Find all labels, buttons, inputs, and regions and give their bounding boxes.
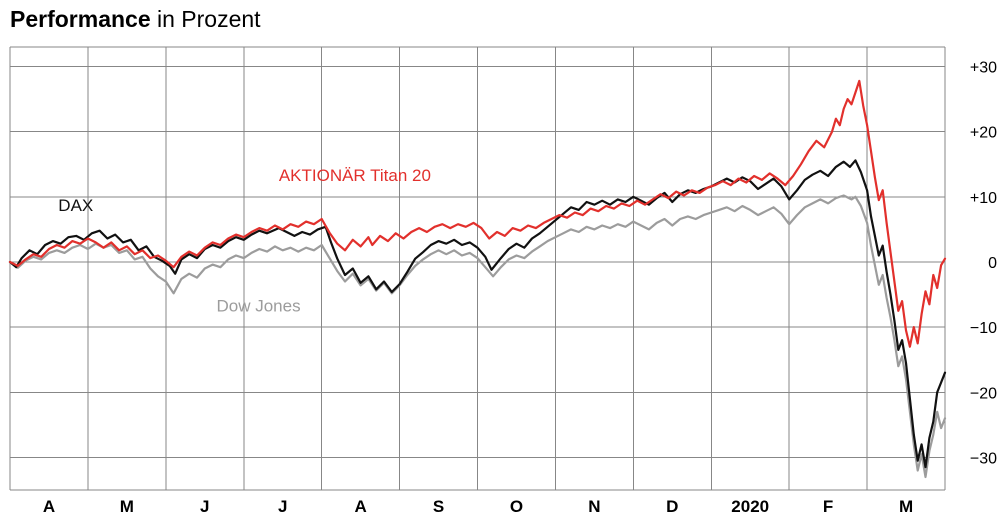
chart-title-bold: Performance xyxy=(10,6,151,32)
x-axis-label-j: J xyxy=(278,497,287,516)
series-line-dax xyxy=(8,159,947,469)
y-axis-label: +20 xyxy=(970,125,997,142)
x-axis-label-j: J xyxy=(200,497,209,516)
series-line-aktionaer-titan-20 xyxy=(8,79,947,348)
x-axis-label-a: A xyxy=(43,497,55,516)
x-axis-label-s: S xyxy=(433,497,444,516)
chart-title-subtitle: in Prozent xyxy=(150,6,261,32)
x-axis-label-2020: 2020 xyxy=(731,497,769,516)
x-axis-label-m: M xyxy=(120,497,134,516)
series-label-dow-jones: Dow Jones xyxy=(216,296,300,315)
x-axis-label-f: F xyxy=(823,497,833,516)
y-axis-label: +10 xyxy=(970,190,997,207)
y-axis-label: −20 xyxy=(970,385,997,402)
x-axis-label-m: M xyxy=(899,497,913,516)
y-axis-label: −10 xyxy=(970,320,997,337)
y-axis-label: −30 xyxy=(970,450,997,467)
chart-title: Performance in Prozent xyxy=(10,6,261,33)
x-axis-label-d: D xyxy=(666,497,678,516)
series-label-aktionaer-titan-20: AKTIONÄR Titan 20 xyxy=(279,166,431,185)
series-line-dow-jones xyxy=(8,194,947,479)
x-axis-label-o: O xyxy=(510,497,523,516)
x-axis-label-n: N xyxy=(588,497,600,516)
y-axis-label: 0 xyxy=(988,255,997,272)
series-label-dax: DAX xyxy=(58,196,93,215)
x-axis-label-a: A xyxy=(354,497,366,516)
y-axis-label: +30 xyxy=(970,60,997,77)
